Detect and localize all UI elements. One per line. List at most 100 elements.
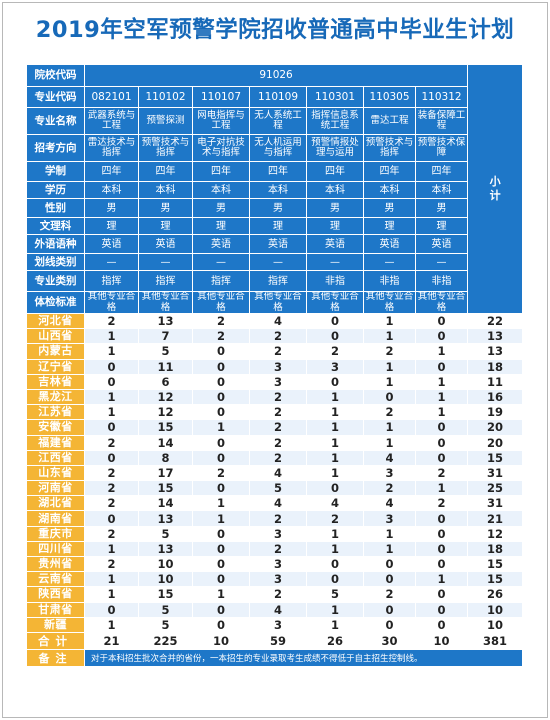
quota-cell: 0: [84, 358, 139, 375]
quota-cell: 2: [84, 525, 139, 542]
total-cell: 26: [306, 631, 364, 650]
header-cell: —: [192, 253, 250, 271]
quota-cell: 1: [306, 388, 364, 406]
header-row-label: 专业类别: [26, 270, 85, 292]
header-row-label: 划线类别: [26, 253, 85, 271]
quota-cell: 1: [84, 571, 139, 588]
header-cell: 本科: [414, 181, 469, 199]
header-cell: 电子对抗技术与指挥: [192, 134, 250, 162]
quota-cell: 2: [363, 343, 416, 360]
quota-cell: 1: [363, 373, 416, 390]
province-name: 吉林省: [26, 373, 85, 390]
province-row: 山东省 2 17 2 4 1 3 2 31: [26, 464, 524, 482]
province-row: 四川省 1 13 0 2 1 1 0 18: [26, 540, 524, 558]
subtotal-header: 小计: [467, 64, 524, 314]
header-cell: 英语: [192, 234, 250, 254]
header-row-label: 学历: [26, 181, 85, 199]
quota-cell: 3: [249, 373, 307, 390]
quota-cell: 1: [306, 434, 364, 451]
quota-cell: 15: [138, 586, 193, 603]
quota-cell: 1: [306, 525, 364, 542]
quota-cell: 0: [414, 419, 469, 436]
header-cell: —: [84, 253, 139, 271]
quota-cell: 11: [138, 358, 193, 375]
quota-cell: 0: [192, 525, 250, 542]
header-cell: —: [363, 253, 416, 271]
header-cell: —: [414, 253, 469, 271]
province-subtotal: 12: [467, 525, 524, 542]
quota-cell: 17: [138, 464, 193, 482]
total-row: 合计 21 225 10 59 26 30 10 381: [26, 631, 524, 650]
header-cell: 预警情报处理与运用: [306, 134, 364, 162]
province-subtotal: 20: [467, 419, 524, 436]
province-name: 湖北省: [26, 495, 85, 512]
quota-cell: 2: [84, 495, 139, 512]
header-row: 性别男男男男男男男: [26, 198, 523, 218]
quota-cell: 1: [306, 601, 364, 618]
province-name: 辽宁省: [26, 358, 85, 375]
header-cell: 本科: [192, 181, 250, 199]
total-cell: 30: [363, 631, 416, 650]
header-cell: 预警技术与指挥: [363, 134, 416, 162]
quota-cell: 1: [414, 388, 469, 406]
header-cell: 本科: [138, 181, 193, 199]
header-row: 招考方向 雷达技术与指挥 预警技术与指挥 电子对抗技术与指挥 无人机运用与指挥 预警情报处…: [26, 134, 523, 162]
quota-cell: 1: [306, 404, 364, 421]
province-subtotal: 13: [467, 343, 524, 360]
quota-cell: 0: [414, 525, 469, 542]
header-row: 专业代码 082101 110102 110107 110109 110301 110305…: [26, 86, 523, 108]
province-subtotal: 31: [467, 495, 524, 512]
quota-cell: 2: [84, 480, 139, 497]
header-row-label: 学制: [26, 161, 85, 182]
province-subtotal: 21: [467, 510, 524, 527]
quota-cell: 0: [192, 434, 250, 451]
quota-cell: 2: [249, 404, 307, 421]
quota-cell: 0: [414, 312, 469, 330]
header-row-label: 文理科: [26, 217, 85, 235]
quota-cell: 2: [192, 464, 250, 482]
province-row: 江苏省 1 12 0 2 1 2 1 19: [26, 404, 524, 421]
quota-cell: 3: [363, 510, 416, 527]
header-row-label: 外语语种: [26, 234, 85, 254]
province-row: 辽宁省 0 11 0 3 3 1 0 18: [26, 358, 524, 375]
enrollment-plan-table: 院校代码 91026 小计 专业代码 082101 110102 110107 110109 1…: [26, 64, 524, 667]
header-cell: 男: [192, 198, 250, 218]
header-cell: 四年: [363, 161, 416, 182]
quota-cell: 0: [306, 480, 364, 497]
header-cell: 理: [138, 217, 193, 235]
header-cell: 110312: [414, 86, 469, 108]
header-cell: —: [138, 253, 193, 271]
header-cell: 男: [249, 198, 307, 218]
quota-cell: 5: [138, 616, 193, 633]
header-row: 学制 四年 四年 四年 四年 四年 四年 四年: [26, 161, 523, 182]
quota-cell: 5: [138, 343, 193, 360]
table-body: 院校代码 91026 小计 专业代码 082101 110102 110107 110109 1…: [26, 64, 524, 667]
header-row: 专业类别 指挥 指挥 指挥 指挥 非指 非指 非指: [26, 270, 523, 292]
province-subtotal: 20: [467, 434, 524, 451]
quota-cell: 0: [192, 555, 250, 573]
quota-cell: 4: [249, 495, 307, 512]
quota-cell: 0: [84, 373, 139, 390]
quota-cell: 2: [192, 312, 250, 330]
header-cell: 理: [363, 217, 416, 235]
header-cell: 四年: [306, 161, 364, 182]
header-cell: 本科: [363, 181, 416, 199]
quota-cell: 0: [192, 540, 250, 558]
header-cell: 四年: [138, 161, 193, 182]
header-cell: 装备保障工程: [414, 107, 469, 135]
header-cell: 预警探测: [138, 107, 193, 135]
header-cell: 理: [192, 217, 250, 235]
province-name: 陕西省: [26, 586, 85, 603]
quota-cell: 1: [192, 510, 250, 527]
province-row: 陕西省 1 15 1 2 5 2 0 26: [26, 586, 524, 603]
quota-cell: 2: [84, 555, 139, 573]
header-cell: 英语: [414, 234, 469, 254]
quota-cell: 0: [192, 571, 250, 588]
header-cell: 110102: [138, 86, 193, 108]
quota-cell: 2: [249, 540, 307, 558]
header-row-label: 招考方向: [26, 134, 85, 162]
note-row: 备注 对于本科招生批次合并的省份，一本招生的专业录取考生成绩不得低于自主招生控制线…: [26, 648, 524, 667]
quota-cell: 0: [306, 373, 364, 390]
header-cell: —: [306, 253, 364, 271]
quota-cell: 2: [306, 510, 364, 527]
